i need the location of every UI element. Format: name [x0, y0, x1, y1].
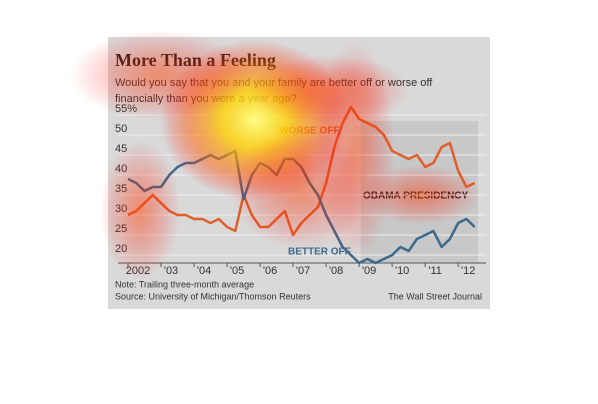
x-tick-label: '06: [263, 265, 277, 277]
y-tick-label: 25: [115, 223, 127, 235]
x-tick-label: '05: [230, 265, 244, 277]
y-tick-label: 20: [115, 243, 127, 255]
x-tick-label: 2002: [126, 265, 150, 277]
source: Source: University of Michigan/Thomson R…: [115, 291, 311, 301]
x-tick-label: '07: [296, 265, 310, 277]
x-tick-label: '09: [362, 265, 376, 277]
x-tick-label: '04: [197, 265, 211, 277]
y-tick-label: 50: [115, 123, 127, 135]
y-tick-label: 35: [115, 183, 127, 195]
x-tick-label: '08: [329, 265, 343, 277]
legend-label: BETTER OFF: [288, 247, 351, 258]
y-tick-label: 30: [115, 203, 127, 215]
credit: The Wall Street Journal: [388, 291, 482, 301]
note: Note: Trailing three-month average: [115, 279, 254, 289]
annotation: OBAMA PRESIDENCY: [363, 191, 469, 202]
x-tick-label: '03: [164, 265, 178, 277]
y-tick-label: 55%: [115, 103, 137, 115]
x-tick-label: '11: [428, 265, 442, 277]
y-tick-label: 40: [115, 163, 127, 175]
chart-title: More Than a Feeling: [115, 50, 276, 70]
subtitle: Would you say that you and your family a…: [115, 77, 433, 89]
x-tick-label: '12: [461, 265, 475, 277]
x-tick-label: '10: [395, 265, 409, 277]
subtitle: financially than you were a year ago?: [115, 93, 297, 105]
y-tick-label: 45: [115, 143, 127, 155]
